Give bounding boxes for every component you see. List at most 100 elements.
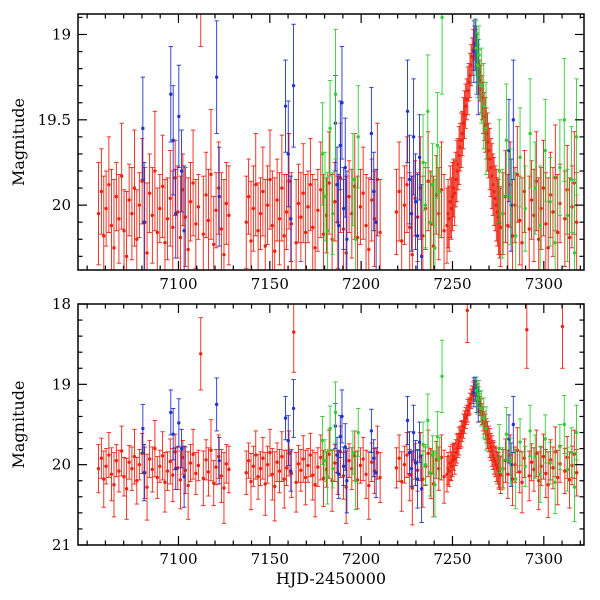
data-point — [102, 477, 106, 481]
data-point — [214, 465, 218, 469]
data-point — [523, 464, 527, 468]
data-point — [351, 177, 355, 182]
data-point — [522, 456, 527, 460]
data-point — [168, 196, 172, 201]
data-point — [347, 194, 351, 199]
data-point — [301, 457, 305, 461]
data-point — [96, 466, 101, 471]
x-tick-label: 7100 — [159, 275, 197, 293]
data-point — [313, 246, 317, 250]
data-point — [321, 232, 326, 236]
data-point — [482, 416, 486, 420]
data-point — [551, 210, 555, 214]
data-point — [553, 480, 557, 485]
data-point — [407, 450, 412, 455]
data-point — [141, 426, 145, 431]
series-red — [96, 304, 579, 526]
data-point — [171, 432, 175, 436]
data-point — [405, 453, 409, 457]
data-point — [244, 471, 248, 475]
data-point — [163, 240, 167, 245]
data-point — [340, 101, 344, 105]
data-point — [574, 135, 579, 139]
data-point — [171, 138, 175, 142]
data-point — [345, 479, 349, 483]
data-point — [127, 198, 131, 202]
data-point — [311, 473, 315, 477]
data-point — [283, 416, 288, 420]
data-point — [147, 457, 152, 461]
data-point — [321, 476, 326, 481]
x-axis-title: HJD-2450000 — [276, 569, 386, 588]
data-point — [428, 471, 432, 475]
x-tick-label: 7150 — [251, 550, 289, 568]
data-point — [163, 480, 167, 485]
data-point — [536, 237, 541, 241]
data-point — [410, 486, 414, 490]
data-point — [124, 487, 129, 491]
data-point — [246, 194, 251, 199]
data-point — [333, 410, 338, 415]
data-point — [303, 230, 308, 235]
data-point — [287, 451, 291, 456]
data-point — [407, 177, 412, 182]
data-point — [417, 440, 422, 444]
data-point — [268, 450, 272, 455]
data-point — [563, 469, 567, 473]
data-point — [426, 179, 430, 183]
data-point — [509, 462, 513, 467]
data-point — [499, 225, 503, 230]
data-point — [135, 237, 139, 241]
data-point — [333, 92, 338, 96]
data-point — [500, 466, 505, 471]
data-point — [306, 205, 310, 209]
data-point — [280, 186, 284, 190]
data-point — [256, 475, 260, 479]
data-point — [308, 453, 313, 457]
data-point — [214, 208, 218, 212]
data-point — [124, 254, 129, 259]
data-point — [399, 239, 404, 243]
data-point — [345, 237, 349, 241]
y-tick-label: 19 — [52, 25, 71, 43]
data-point — [219, 227, 224, 231]
data-point — [284, 466, 289, 470]
x-tick-label: 7100 — [159, 550, 197, 568]
data-point — [508, 458, 513, 463]
data-point — [327, 181, 331, 185]
data-point — [142, 220, 146, 224]
data-point — [402, 203, 407, 207]
data-point — [541, 454, 546, 459]
data-point — [428, 220, 432, 224]
data-point — [509, 203, 513, 207]
data-point — [212, 481, 216, 485]
data-point — [343, 445, 347, 449]
data-point — [341, 464, 346, 468]
data-point — [294, 480, 298, 485]
data-point — [282, 234, 286, 238]
data-point — [574, 471, 579, 475]
data-point — [538, 472, 542, 477]
data-point — [296, 201, 301, 206]
data-point — [270, 223, 275, 228]
data-point — [330, 466, 335, 471]
data-point — [405, 109, 410, 113]
data-point — [548, 200, 552, 204]
data-point — [544, 471, 548, 476]
data-point — [209, 172, 213, 177]
data-point — [374, 220, 378, 224]
data-point — [513, 203, 517, 207]
data-point — [292, 330, 296, 334]
data-point — [263, 244, 267, 248]
data-point — [574, 430, 579, 435]
data-point — [333, 200, 337, 204]
data-point — [323, 458, 327, 463]
data-point — [565, 467, 570, 472]
data-point — [410, 252, 414, 257]
data-point — [158, 206, 162, 211]
data-point — [510, 477, 515, 481]
data-point — [421, 160, 425, 165]
data-point — [206, 218, 211, 223]
data-point — [370, 460, 374, 464]
